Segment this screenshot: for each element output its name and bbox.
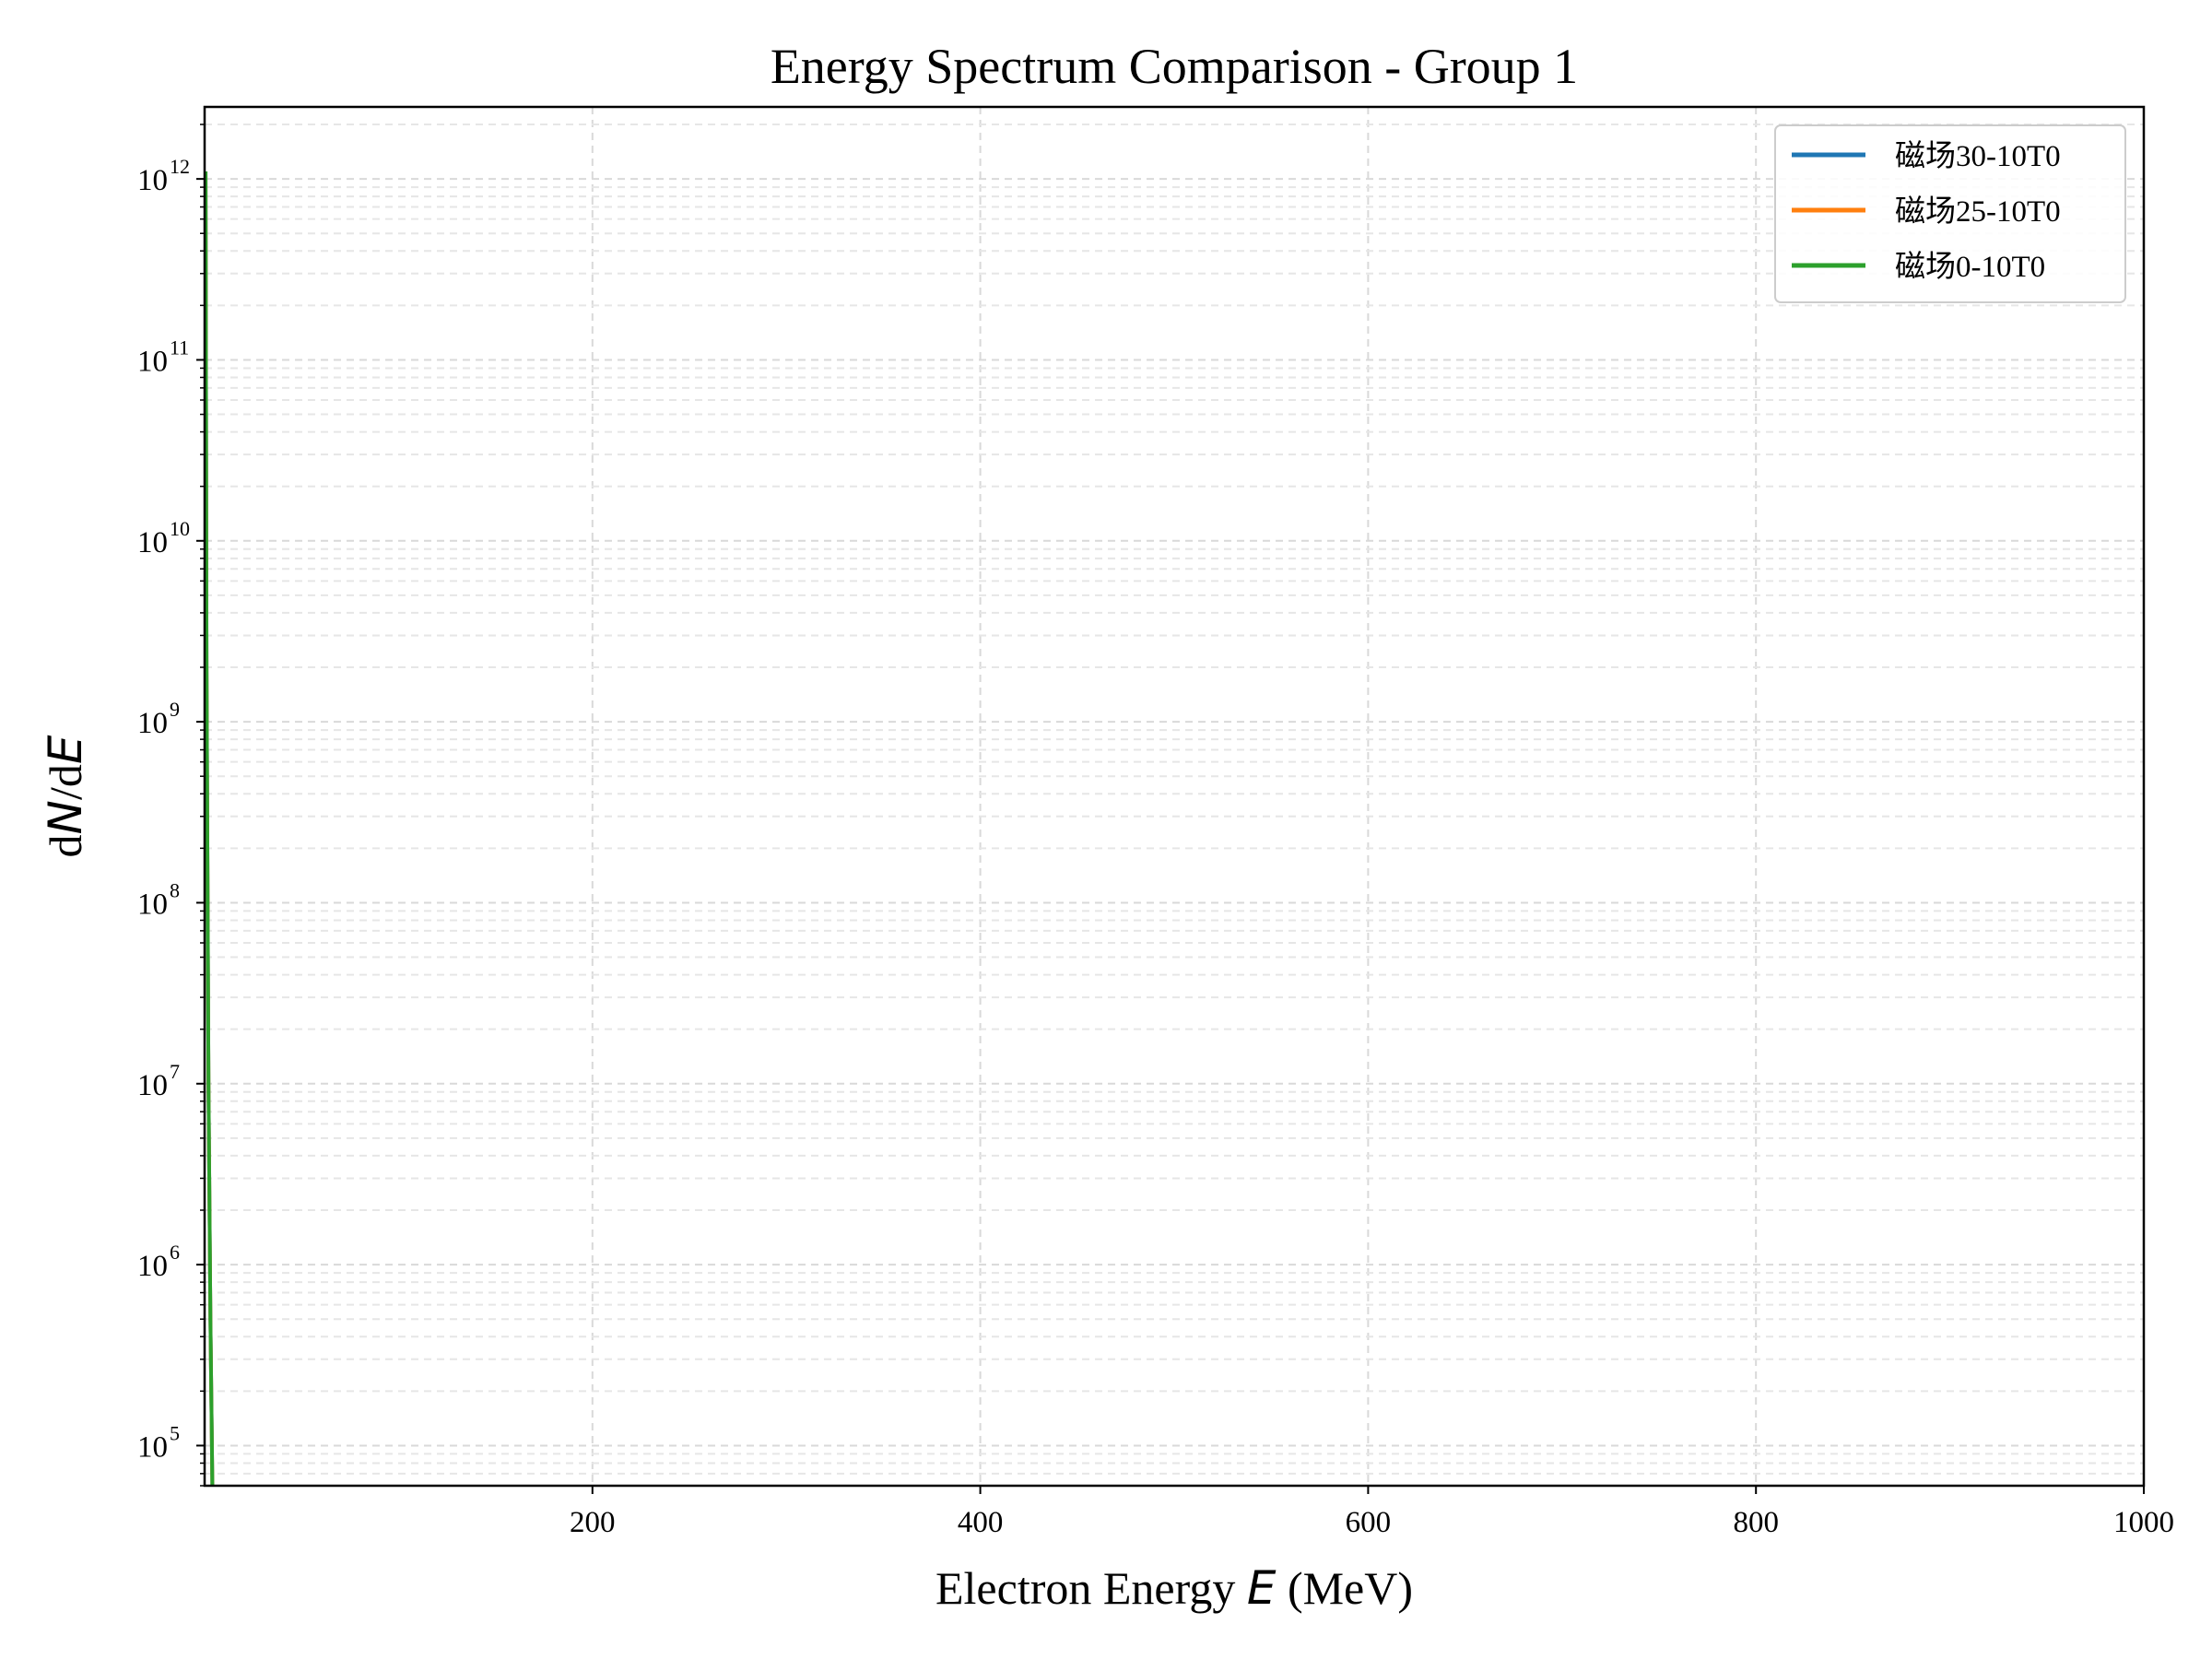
y-tick-exponent: 11 [170, 335, 189, 359]
y-tick-label: 10 [137, 1069, 168, 1102]
y-axis-label: dN/dE [39, 735, 92, 857]
y-tick-label: 10 [137, 164, 168, 197]
legend-label-3: 磁场0-10T0 [1895, 250, 2045, 284]
y-axis-label-v1: N [39, 800, 92, 834]
chart-title: Energy Spectrum Comparison - Group 1 [771, 39, 1578, 94]
y-tick-label: 10 [137, 1430, 168, 1464]
plot-frame [203, 105, 2146, 1488]
y-tick-label: 10 [137, 707, 168, 740]
x-axis-label-pre: Electron Energy [935, 1562, 1247, 1614]
y-tick-exponent: 12 [170, 155, 190, 178]
x-tick-label: 200 [570, 1506, 616, 1539]
y-tick-exponent: 9 [170, 698, 180, 721]
series-line-3 [204, 171, 215, 1487]
x-tick-label: 1000 [2113, 1506, 2174, 1539]
y-axis-label-v2: E [39, 735, 92, 764]
y-axis-label-d1: d [40, 834, 91, 857]
y-tick-exponent: 10 [170, 517, 190, 540]
y-tick-label: 10 [137, 888, 168, 921]
x-axis-label-var: E [1247, 1561, 1277, 1615]
y-tick-exponent: 6 [170, 1241, 180, 1264]
series-layer [204, 171, 215, 1487]
x-tick-label: 800 [1733, 1506, 1779, 1539]
x-axis-label-post: (MeV) [1276, 1562, 1413, 1614]
y-axis-label-slash: /d [40, 764, 91, 800]
y-tick-exponent: 8 [170, 878, 180, 901]
y-tick-label: 10 [137, 526, 168, 559]
legend-items: 磁场30-10T0 磁场25-10T0 磁场0-10T0 [1792, 139, 2061, 284]
legend-label-2: 磁场25-10T0 [1895, 194, 2061, 229]
legend-box [1774, 124, 2126, 303]
legend: 磁场30-10T0 磁场25-10T0 磁场0-10T0 [1774, 124, 2126, 303]
y-tick-label: 10 [137, 345, 168, 378]
x-axis-label: Electron Energy E (MeV) [935, 1561, 1413, 1615]
x-tick-label: 400 [958, 1506, 1004, 1539]
legend-label-1: 磁场30-10T0 [1895, 139, 2061, 173]
y-tick-label: 10 [137, 1250, 168, 1283]
grid-layer [205, 107, 2144, 1487]
x-tick-label: 600 [1346, 1506, 1392, 1539]
y-tick-exponent: 5 [170, 1421, 180, 1444]
y-tick-exponent: 7 [170, 1060, 180, 1083]
